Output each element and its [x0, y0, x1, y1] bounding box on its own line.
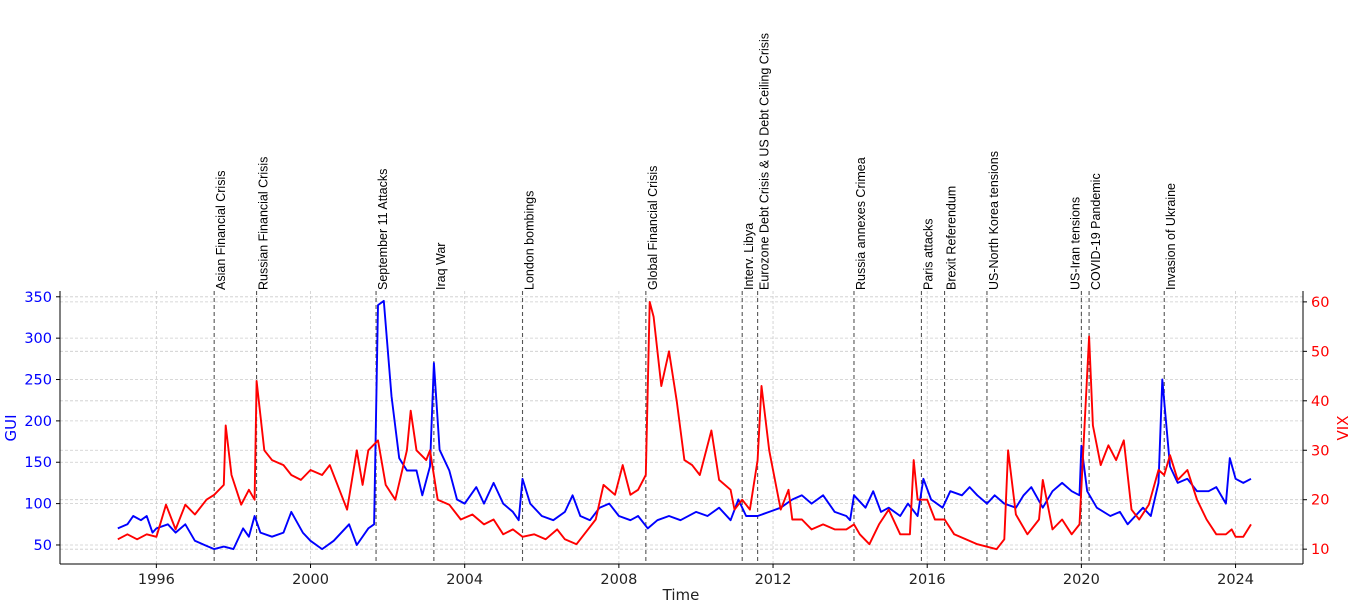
left-y-tick-label: 350	[24, 290, 52, 306]
right-y-tick-label: 20	[1311, 493, 1329, 509]
x-tick-label: 2008	[600, 572, 637, 588]
event-label: COVID-19 Pandemic	[1089, 173, 1103, 290]
x-tick-label: 2000	[292, 572, 329, 588]
axes: 1996 2000 2004 2008 2012 2016 2020 2024 50 100 150…	[24, 290, 1329, 588]
x-tick-label: 2016	[909, 572, 946, 588]
event-label: Eurozone Debt Crisis & US Debt Ceiling C…	[758, 33, 772, 290]
event-label: Iraq War	[434, 243, 448, 290]
left-y-tick-label: 250	[24, 373, 52, 389]
x-tick-label: 2020	[1063, 572, 1100, 588]
left-y-tick-label: 150	[24, 455, 52, 471]
series-line-vix	[117, 300, 1252, 551]
grid	[60, 291, 1303, 564]
event-label: US-North Korea tensions	[987, 151, 1001, 290]
x-tick-label: 2004	[446, 572, 483, 588]
series-lines	[117, 299, 1252, 551]
right-y-tick-label: 30	[1311, 443, 1329, 459]
event-markers: Asian Financial Crisis Russian Financial …	[213, 33, 1178, 564]
event-label: US-Iran tensions	[1068, 197, 1082, 290]
y-axis-label-right: VIX	[1334, 416, 1352, 441]
event-label: Paris attacks	[921, 218, 935, 290]
x-axis-label: Time	[662, 586, 700, 604]
left-y-tick-label: 300	[24, 331, 52, 347]
series-line-gui	[117, 299, 1252, 551]
x-tick-label: 2024	[1217, 572, 1254, 588]
event-label: Asian Financial Crisis	[214, 171, 228, 290]
y-axis-label-left: GUI	[2, 414, 20, 441]
right-y-tick-label: 10	[1311, 542, 1329, 558]
event-label: September 11 Attacks	[376, 169, 390, 290]
left-y-tick-label: 100	[24, 497, 52, 513]
left-y-tick-label: 200	[24, 414, 52, 430]
event-label: Global Financial Crisis	[646, 166, 660, 290]
left-y-tick-label: 50	[34, 538, 52, 554]
event-label: Russia annexes Crimea	[854, 157, 868, 290]
right-y-tick-label: 50	[1311, 344, 1329, 360]
right-y-tick-label: 40	[1311, 394, 1329, 410]
event-label: Invasion of Ukraine	[1164, 183, 1178, 290]
x-tick-label: 1996	[138, 572, 175, 588]
x-tick-label: 2012	[755, 572, 792, 588]
event-label: London bombings	[523, 191, 537, 290]
event-label: Brexit Referendum	[945, 186, 959, 290]
event-label: Interv. Libya	[742, 223, 756, 290]
event-label: Russian Financial Crisis	[257, 157, 271, 290]
right-y-tick-label: 60	[1311, 295, 1329, 311]
